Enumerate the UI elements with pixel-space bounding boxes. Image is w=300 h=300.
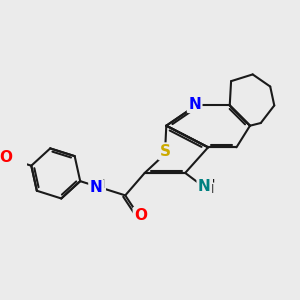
- Text: O: O: [0, 150, 12, 165]
- Text: S: S: [159, 144, 170, 159]
- Text: N: N: [198, 179, 211, 194]
- Text: H: H: [206, 178, 215, 191]
- Text: H: H: [205, 183, 214, 196]
- Text: O: O: [134, 208, 147, 224]
- Text: N: N: [90, 180, 103, 195]
- Text: H: H: [96, 178, 105, 191]
- Text: N: N: [188, 97, 201, 112]
